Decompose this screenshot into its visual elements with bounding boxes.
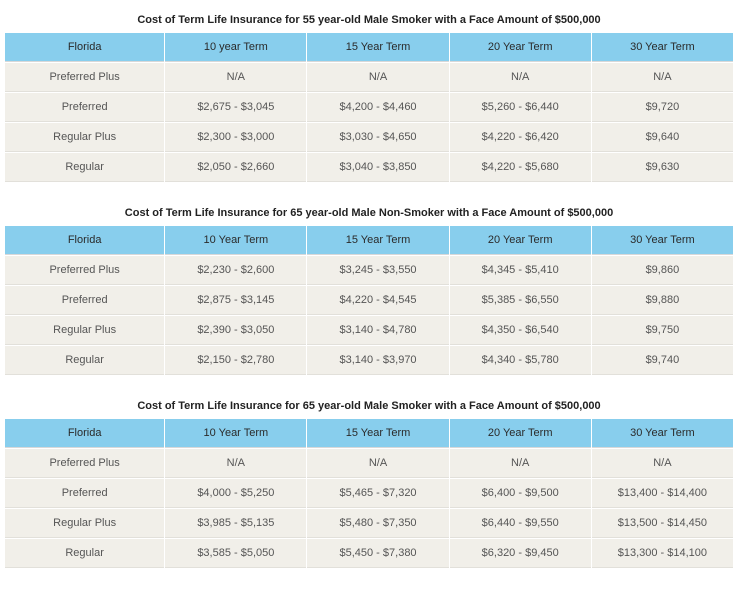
cost-cell: $13,500 - $14,450 bbox=[592, 509, 733, 538]
row-label: Preferred bbox=[5, 286, 164, 315]
cost-cell: $9,630 bbox=[592, 153, 733, 182]
table-row: Preferred PlusN/AN/AN/AN/A bbox=[5, 449, 733, 478]
column-header: 15 Year Term bbox=[307, 419, 448, 448]
cost-cell: $2,150 - $2,780 bbox=[165, 346, 306, 375]
column-header: 30 Year Term bbox=[592, 226, 733, 255]
row-label: Preferred Plus bbox=[5, 449, 164, 478]
table-header-row: Florida10 Year Term15 Year Term20 Year T… bbox=[5, 419, 733, 448]
row-label: Preferred Plus bbox=[5, 63, 164, 92]
cost-cell: N/A bbox=[307, 449, 448, 478]
column-header: 10 Year Term bbox=[165, 226, 306, 255]
cost-cell: $5,450 - $7,380 bbox=[307, 539, 448, 568]
column-header: 15 Year Term bbox=[307, 33, 448, 62]
cost-cell: $5,480 - $7,350 bbox=[307, 509, 448, 538]
row-label: Preferred Plus bbox=[5, 256, 164, 285]
table-row: Regular$3,585 - $5,050$5,450 - $7,380$6,… bbox=[5, 539, 733, 568]
table-title: Cost of Term Life Insurance for 65 year-… bbox=[4, 201, 734, 225]
column-header: 30 Year Term bbox=[592, 33, 733, 62]
cost-cell: $5,385 - $6,550 bbox=[450, 286, 591, 315]
cost-cell: $9,640 bbox=[592, 123, 733, 152]
cost-cell: N/A bbox=[592, 449, 733, 478]
cost-cell: $9,720 bbox=[592, 93, 733, 122]
cost-cell: $2,675 - $3,045 bbox=[165, 93, 306, 122]
table-row: Preferred PlusN/AN/AN/AN/A bbox=[5, 63, 733, 92]
table-title: Cost of Term Life Insurance for 55 year-… bbox=[4, 8, 734, 32]
cost-cell: $4,350 - $6,540 bbox=[450, 316, 591, 345]
row-label: Regular bbox=[5, 153, 164, 182]
table-row: Regular Plus$2,300 - $3,000$3,030 - $4,6… bbox=[5, 123, 733, 152]
cost-cell: N/A bbox=[592, 63, 733, 92]
table-row: Preferred$2,875 - $3,145$4,220 - $4,545$… bbox=[5, 286, 733, 315]
cost-cell: $4,200 - $4,460 bbox=[307, 93, 448, 122]
row-label: Regular bbox=[5, 346, 164, 375]
cost-cell: $5,260 - $6,440 bbox=[450, 93, 591, 122]
column-header: 20 Year Term bbox=[450, 226, 591, 255]
cost-cell: N/A bbox=[450, 63, 591, 92]
column-header: Florida bbox=[5, 33, 164, 62]
row-label: Regular Plus bbox=[5, 509, 164, 538]
cost-cell: $3,585 - $5,050 bbox=[165, 539, 306, 568]
cost-cell: $2,050 - $2,660 bbox=[165, 153, 306, 182]
cost-cell: $4,340 - $5,780 bbox=[450, 346, 591, 375]
cost-cell: N/A bbox=[307, 63, 448, 92]
cost-cell: $9,860 bbox=[592, 256, 733, 285]
cost-cell: $3,140 - $4,780 bbox=[307, 316, 448, 345]
table-row: Regular$2,050 - $2,660$3,040 - $3,850$4,… bbox=[5, 153, 733, 182]
table-header-row: Florida10 year Term15 Year Term20 Year T… bbox=[5, 33, 733, 62]
column-header: 30 Year Term bbox=[592, 419, 733, 448]
row-label: Regular bbox=[5, 539, 164, 568]
cost-cell: $2,230 - $2,600 bbox=[165, 256, 306, 285]
cost-cell: $13,300 - $14,100 bbox=[592, 539, 733, 568]
cost-cell: $4,220 - $4,545 bbox=[307, 286, 448, 315]
cost-cell: $6,400 - $9,500 bbox=[450, 479, 591, 508]
column-header: 15 Year Term bbox=[307, 226, 448, 255]
table-title: Cost of Term Life Insurance for 65 year-… bbox=[4, 394, 734, 418]
cost-cell: $4,000 - $5,250 bbox=[165, 479, 306, 508]
column-header: 10 Year Term bbox=[165, 419, 306, 448]
cost-cell: $3,985 - $5,135 bbox=[165, 509, 306, 538]
column-header: 20 Year Term bbox=[450, 419, 591, 448]
table-row: Regular$2,150 - $2,780$3,140 - $3,970$4,… bbox=[5, 346, 733, 375]
insurance-table: Florida10 Year Term15 Year Term20 Year T… bbox=[4, 225, 734, 376]
table-row: Regular Plus$3,985 - $5,135$5,480 - $7,3… bbox=[5, 509, 733, 538]
cost-cell: $3,040 - $3,850 bbox=[307, 153, 448, 182]
column-header: 10 year Term bbox=[165, 33, 306, 62]
row-label: Regular Plus bbox=[5, 123, 164, 152]
cost-cell: $3,245 - $3,550 bbox=[307, 256, 448, 285]
cost-cell: $3,140 - $3,970 bbox=[307, 346, 448, 375]
cost-cell: $4,220 - $6,420 bbox=[450, 123, 591, 152]
table-row: Regular Plus$2,390 - $3,050$3,140 - $4,7… bbox=[5, 316, 733, 345]
row-label: Regular Plus bbox=[5, 316, 164, 345]
cost-cell: $2,875 - $3,145 bbox=[165, 286, 306, 315]
row-label: Preferred bbox=[5, 479, 164, 508]
cost-cell: $9,750 bbox=[592, 316, 733, 345]
cost-cell: $5,465 - $7,320 bbox=[307, 479, 448, 508]
table-row: Preferred Plus$2,230 - $2,600$3,245 - $3… bbox=[5, 256, 733, 285]
cost-cell: $9,740 bbox=[592, 346, 733, 375]
cost-cell: N/A bbox=[450, 449, 591, 478]
row-label: Preferred bbox=[5, 93, 164, 122]
insurance-table-block: Cost of Term Life Insurance for 55 year-… bbox=[4, 8, 734, 183]
cost-cell: $3,030 - $4,650 bbox=[307, 123, 448, 152]
cost-cell: $6,320 - $9,450 bbox=[450, 539, 591, 568]
table-row: Preferred$2,675 - $3,045$4,200 - $4,460$… bbox=[5, 93, 733, 122]
insurance-table: Florida10 Year Term15 Year Term20 Year T… bbox=[4, 418, 734, 569]
cost-cell: $4,345 - $5,410 bbox=[450, 256, 591, 285]
cost-cell: $2,390 - $3,050 bbox=[165, 316, 306, 345]
column-header: 20 Year Term bbox=[450, 33, 591, 62]
cost-cell: N/A bbox=[165, 449, 306, 478]
table-row: Preferred$4,000 - $5,250$5,465 - $7,320$… bbox=[5, 479, 733, 508]
insurance-table-block: Cost of Term Life Insurance for 65 year-… bbox=[4, 394, 734, 569]
cost-cell: $4,220 - $5,680 bbox=[450, 153, 591, 182]
cost-cell: $2,300 - $3,000 bbox=[165, 123, 306, 152]
insurance-table: Florida10 year Term15 Year Term20 Year T… bbox=[4, 32, 734, 183]
table-header-row: Florida10 Year Term15 Year Term20 Year T… bbox=[5, 226, 733, 255]
column-header: Florida bbox=[5, 226, 164, 255]
column-header: Florida bbox=[5, 419, 164, 448]
cost-cell: $13,400 - $14,400 bbox=[592, 479, 733, 508]
insurance-table-block: Cost of Term Life Insurance for 65 year-… bbox=[4, 201, 734, 376]
cost-cell: $9,880 bbox=[592, 286, 733, 315]
cost-cell: $6,440 - $9,550 bbox=[450, 509, 591, 538]
cost-cell: N/A bbox=[165, 63, 306, 92]
